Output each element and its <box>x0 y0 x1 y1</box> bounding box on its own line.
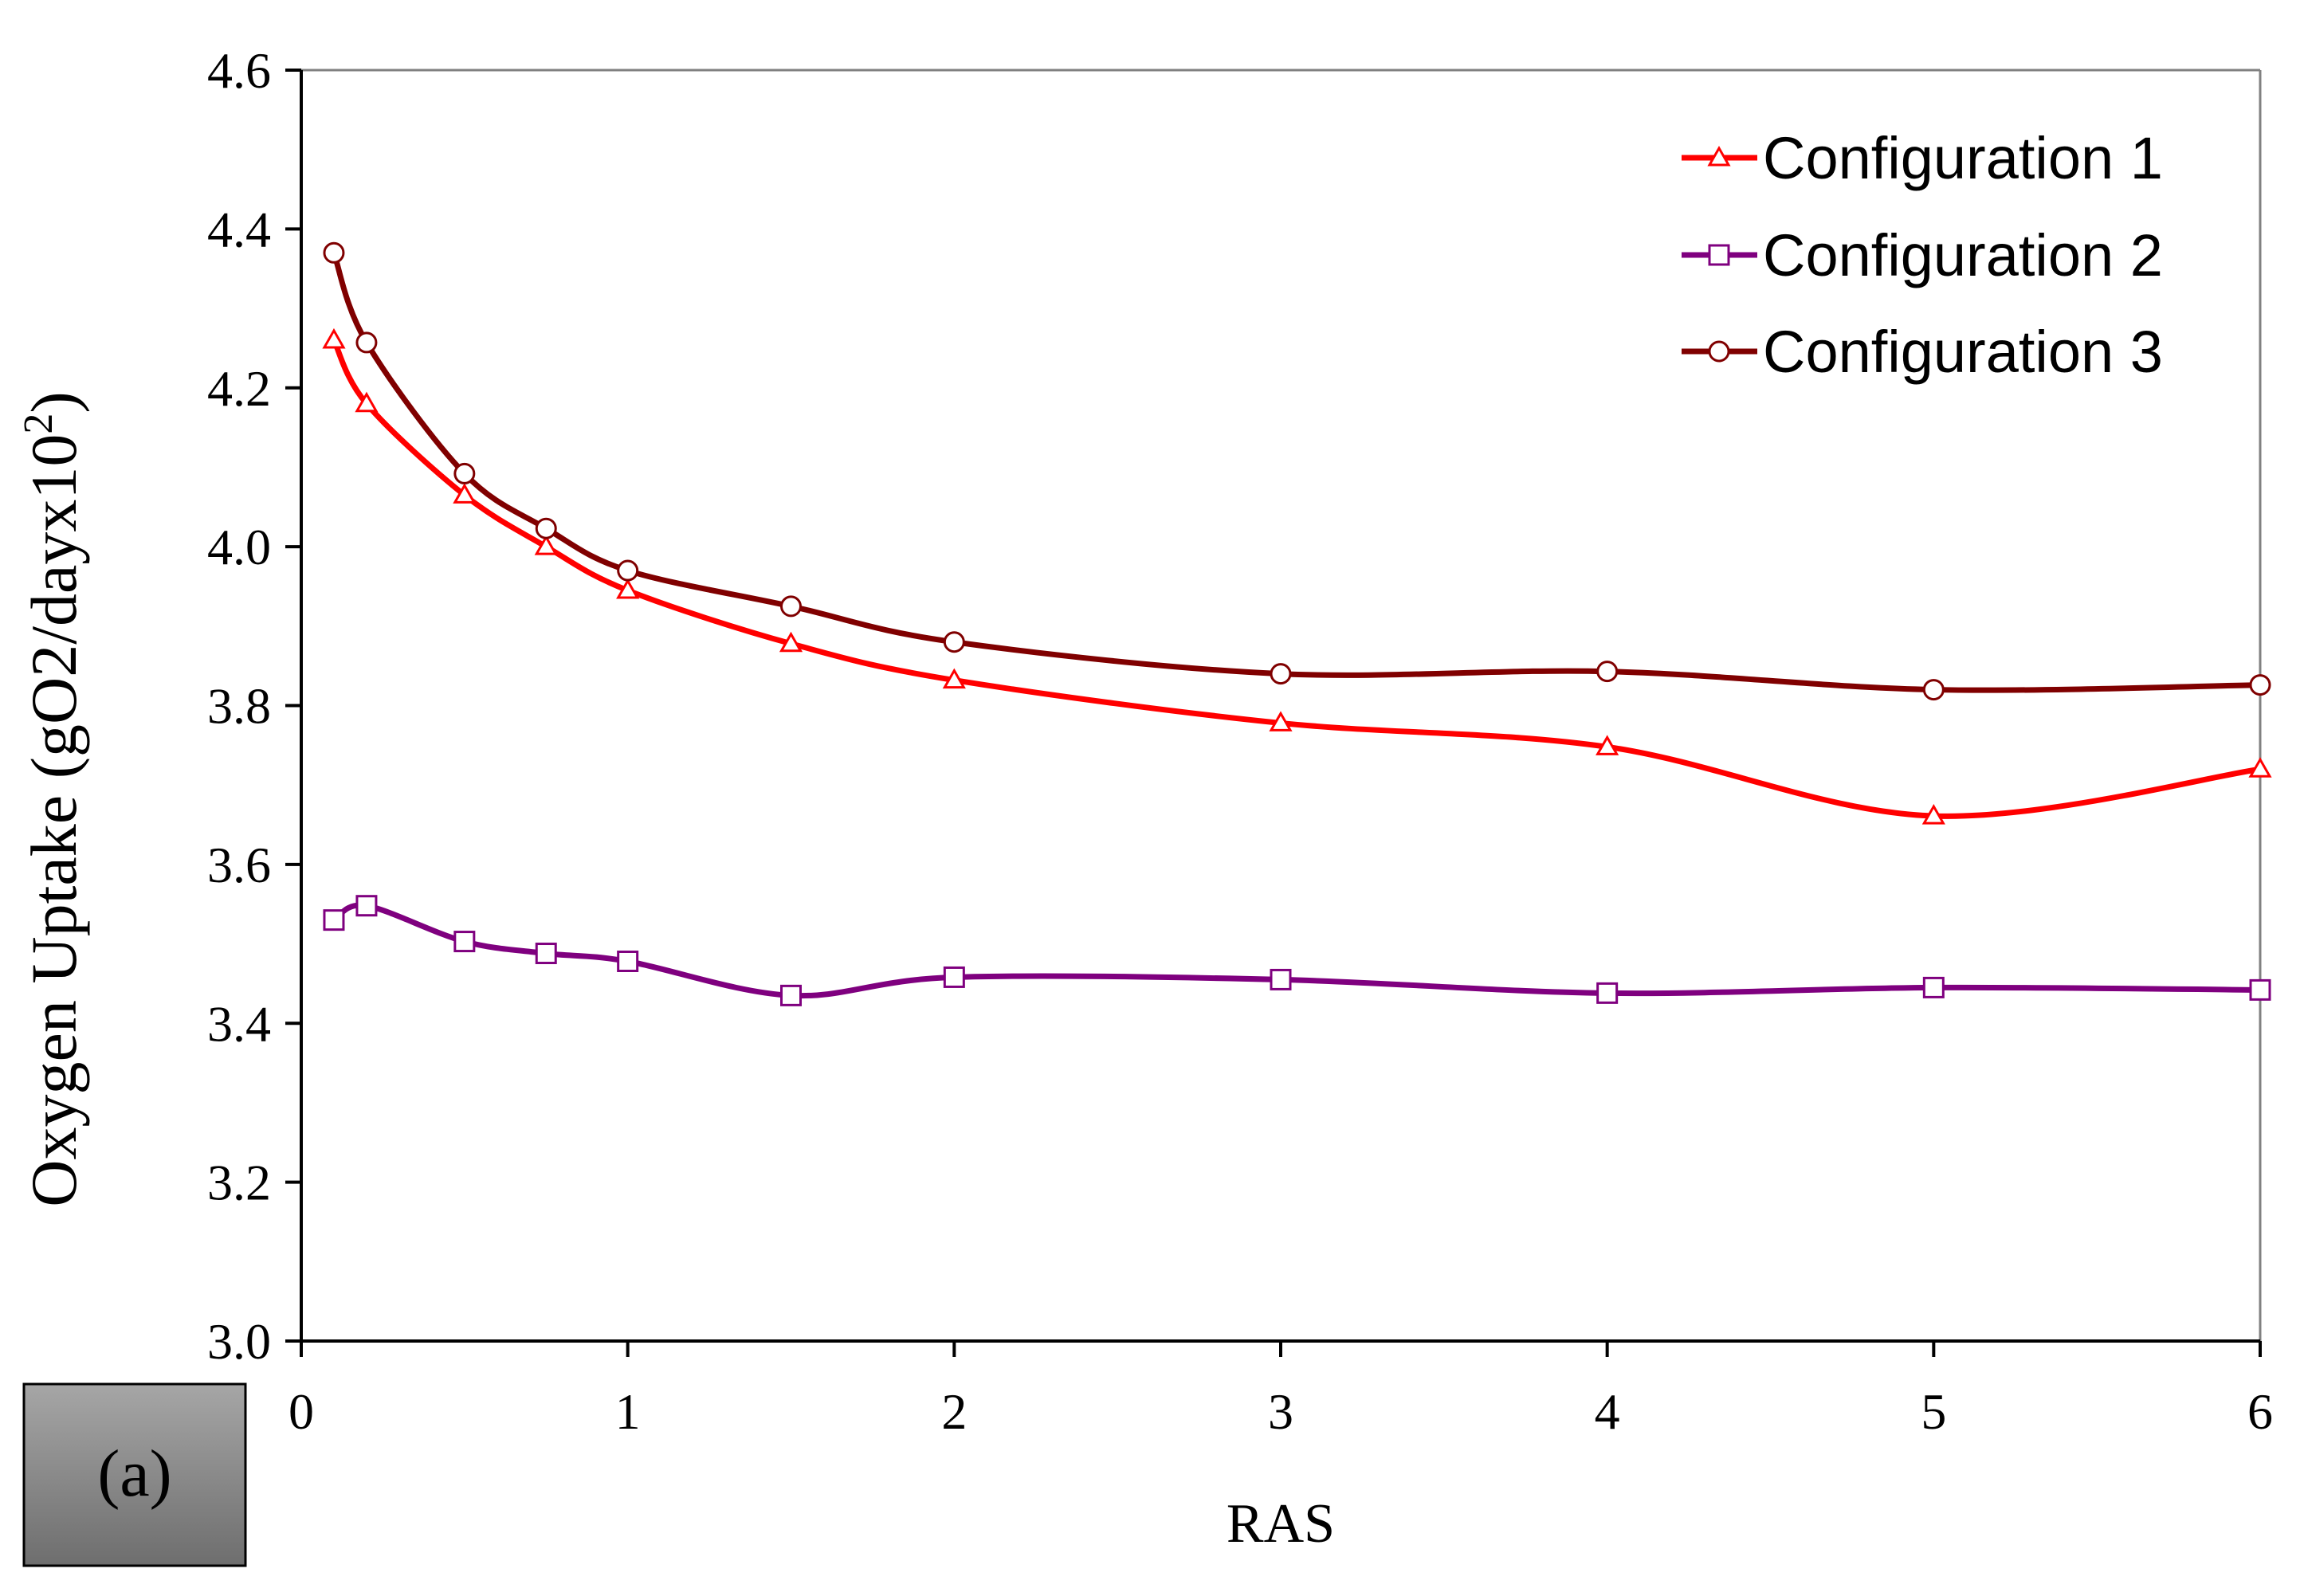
x-axis-title: RAS <box>1227 1493 1335 1555</box>
data-point <box>534 535 558 555</box>
data-point <box>2248 757 2272 778</box>
panel-label: (a) <box>97 1437 171 1511</box>
data-point <box>617 559 639 582</box>
data-point <box>780 595 802 618</box>
legend: Configuration 1 Configuration 2 Configurat… <box>1682 125 2163 385</box>
data-point <box>323 241 345 264</box>
data-point <box>1596 735 1619 755</box>
y-tick-label: 3.0 <box>207 1313 271 1370</box>
data-point <box>1596 661 1619 683</box>
data-point <box>780 984 802 1006</box>
data-point <box>1922 679 1945 701</box>
series-layer <box>322 241 2272 1006</box>
series-3 <box>323 241 2271 701</box>
legend-label: Configuration 3 <box>1763 319 2163 385</box>
plot-area <box>301 69 2262 1341</box>
series-line <box>331 339 2261 819</box>
x-tick-label: 0 <box>288 1383 314 1440</box>
data-point <box>355 331 378 354</box>
data-point <box>779 631 803 653</box>
data-point <box>2249 674 2271 696</box>
data-point <box>943 966 965 988</box>
y-tick-label: 3.4 <box>207 995 271 1052</box>
legend-marker <box>1708 244 1730 266</box>
y-tick-label: 4.4 <box>207 201 271 257</box>
series-2 <box>323 895 2271 1006</box>
data-point <box>355 895 378 917</box>
data-point <box>2249 978 2271 1001</box>
data-point <box>1269 711 1293 731</box>
x-tick-label: 6 <box>2247 1383 2273 1440</box>
y-tick-label: 4.6 <box>207 42 271 99</box>
data-point <box>942 668 966 689</box>
series-line <box>332 902 2261 999</box>
legend-item: Configuration 1 <box>1682 125 2163 191</box>
y-tick-label: 4.2 <box>207 360 271 417</box>
data-point <box>1596 982 1619 1004</box>
x-axis: 0 1 2 3 4 5 6 <box>288 1339 2273 1440</box>
data-point <box>453 931 476 953</box>
data-point <box>616 578 640 599</box>
legend-marker <box>1708 340 1730 363</box>
data-point <box>323 909 345 931</box>
legend-item: Configuration 3 <box>1682 319 2163 385</box>
panel-label-box: (a) <box>22 1382 247 1567</box>
data-point <box>453 462 476 484</box>
legend-label: Configuration 1 <box>1763 125 2163 191</box>
y-tick-label: 3.2 <box>207 1155 271 1211</box>
x-tick-label: 2 <box>941 1383 967 1440</box>
y-tick-label: 4.0 <box>207 519 271 575</box>
y-tick-label: 3.8 <box>207 678 271 735</box>
y-axis: 3.0 3.2 3.4 3.6 3.8 4.0 4.2 4.4 4.6 <box>207 42 303 1370</box>
data-point <box>322 327 346 349</box>
data-point <box>1270 968 1292 990</box>
y-tick-label: 3.6 <box>207 837 271 893</box>
data-point <box>617 950 639 972</box>
data-point <box>1922 976 1945 998</box>
legend-marker <box>1707 145 1731 167</box>
x-tick-label: 3 <box>1268 1383 1293 1440</box>
x-tick-label: 1 <box>615 1383 641 1440</box>
x-tick-label: 4 <box>1595 1383 1620 1440</box>
data-point <box>355 391 379 413</box>
data-point <box>943 631 965 653</box>
data-point <box>453 483 477 504</box>
legend-item: Configuration 2 <box>1682 222 2163 288</box>
legend-label: Configuration 2 <box>1763 222 2163 288</box>
data-point <box>535 517 557 539</box>
data-point <box>1270 663 1292 685</box>
x-tick-label: 5 <box>1921 1383 1946 1440</box>
series-1 <box>322 327 2272 825</box>
y-axis-title: Oxygen Uptake (gO2/dayx102) <box>16 391 90 1206</box>
data-point <box>1921 804 1945 825</box>
data-point <box>535 943 557 965</box>
